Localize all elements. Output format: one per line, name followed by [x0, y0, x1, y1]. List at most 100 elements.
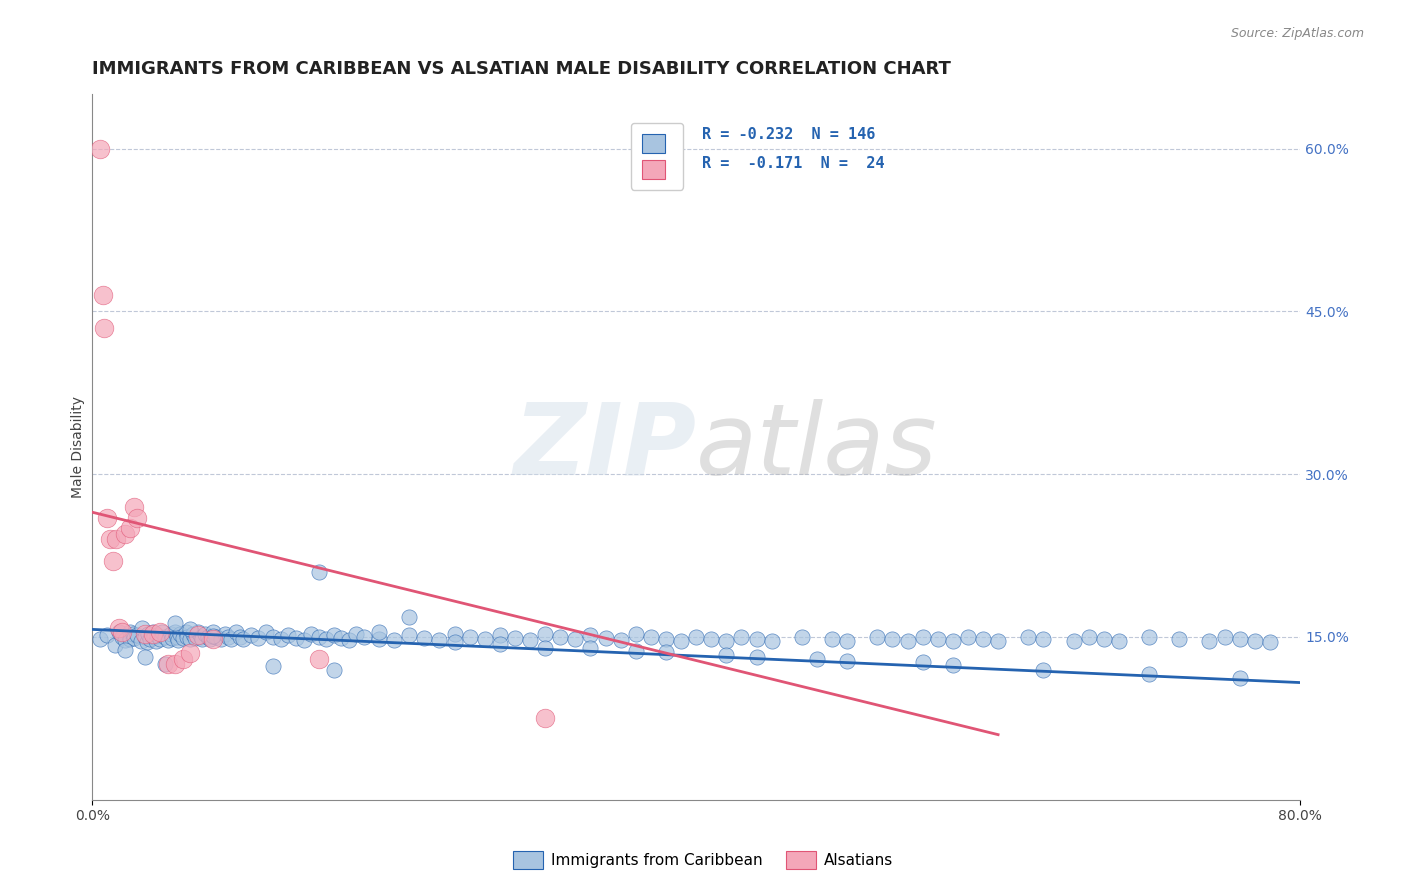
Point	[285, 631, 308, 645]
Point	[368, 624, 391, 639]
Point	[191, 632, 214, 647]
Point	[579, 640, 602, 655]
Point	[127, 510, 149, 524]
Point	[166, 630, 188, 644]
Point	[806, 651, 828, 665]
Point	[114, 633, 136, 648]
Point	[837, 634, 859, 648]
Point	[1198, 634, 1220, 648]
Point	[138, 632, 160, 647]
Point	[262, 630, 284, 644]
Point	[315, 632, 337, 647]
Point	[489, 628, 512, 642]
Point	[156, 633, 179, 648]
Point	[142, 626, 165, 640]
Point	[700, 632, 723, 647]
Point	[153, 657, 176, 672]
Point	[1229, 632, 1251, 647]
Point	[458, 630, 481, 644]
Point	[142, 624, 165, 639]
Point	[866, 630, 889, 644]
Point	[150, 624, 173, 639]
Point	[219, 632, 242, 647]
Point	[942, 634, 965, 648]
Point	[1063, 634, 1085, 648]
Point	[149, 624, 172, 639]
Y-axis label: Male Disability: Male Disability	[72, 396, 86, 498]
Point	[1032, 632, 1054, 647]
Text: Source: ZipAtlas.com: Source: ZipAtlas.com	[1230, 27, 1364, 40]
Point	[624, 644, 647, 658]
Point	[122, 626, 145, 640]
Point	[308, 630, 330, 644]
Point	[104, 638, 127, 652]
Point	[169, 626, 191, 640]
Point	[217, 630, 239, 644]
Point	[534, 640, 557, 655]
Point	[149, 632, 172, 647]
Point	[183, 626, 205, 640]
Point	[655, 632, 678, 647]
Point	[911, 655, 934, 669]
Point	[187, 624, 209, 639]
Point	[882, 632, 904, 647]
Point	[942, 658, 965, 673]
Point	[214, 626, 236, 640]
Point	[308, 565, 330, 579]
Point	[956, 630, 979, 644]
Point	[134, 630, 156, 644]
Point	[761, 634, 783, 648]
Point	[167, 633, 190, 648]
Point	[156, 657, 179, 672]
Point	[124, 631, 146, 645]
Point	[174, 624, 197, 639]
Point	[1077, 630, 1099, 644]
Point	[322, 663, 344, 677]
Point	[111, 630, 134, 644]
Text: R =  -0.171  N =  24: R = -0.171 N = 24	[702, 156, 884, 171]
Point	[564, 632, 586, 647]
Point	[184, 631, 207, 645]
Point	[160, 631, 183, 645]
Point	[98, 533, 121, 547]
Point	[145, 634, 167, 648]
Point	[1137, 666, 1160, 681]
Point	[413, 631, 436, 645]
Point	[134, 626, 156, 640]
Point	[229, 630, 252, 644]
Point	[153, 630, 176, 644]
Point	[89, 632, 111, 647]
Point	[118, 624, 141, 639]
Point	[114, 527, 136, 541]
Point	[127, 628, 149, 642]
Point	[685, 630, 707, 644]
Point	[1108, 634, 1130, 648]
Point	[165, 657, 187, 672]
Text: atlas: atlas	[696, 399, 938, 496]
Point	[344, 626, 367, 640]
Point	[579, 628, 602, 642]
Point	[96, 628, 118, 642]
Point	[129, 634, 152, 648]
Point	[1168, 632, 1191, 647]
Point	[730, 630, 752, 644]
Text: ZIP: ZIP	[513, 399, 696, 496]
Point	[197, 630, 219, 644]
Point	[187, 628, 209, 642]
Point	[716, 634, 738, 648]
Point	[270, 632, 292, 647]
Point	[534, 626, 557, 640]
Point	[669, 634, 692, 648]
Point	[118, 521, 141, 535]
Point	[353, 630, 375, 644]
Point	[146, 628, 169, 642]
Point	[1229, 671, 1251, 685]
Point	[205, 630, 228, 644]
Point	[745, 649, 768, 664]
Point	[519, 633, 541, 648]
Point	[239, 628, 262, 642]
Point	[108, 621, 131, 635]
Point	[254, 624, 277, 639]
Point	[136, 626, 159, 640]
Point	[96, 510, 118, 524]
